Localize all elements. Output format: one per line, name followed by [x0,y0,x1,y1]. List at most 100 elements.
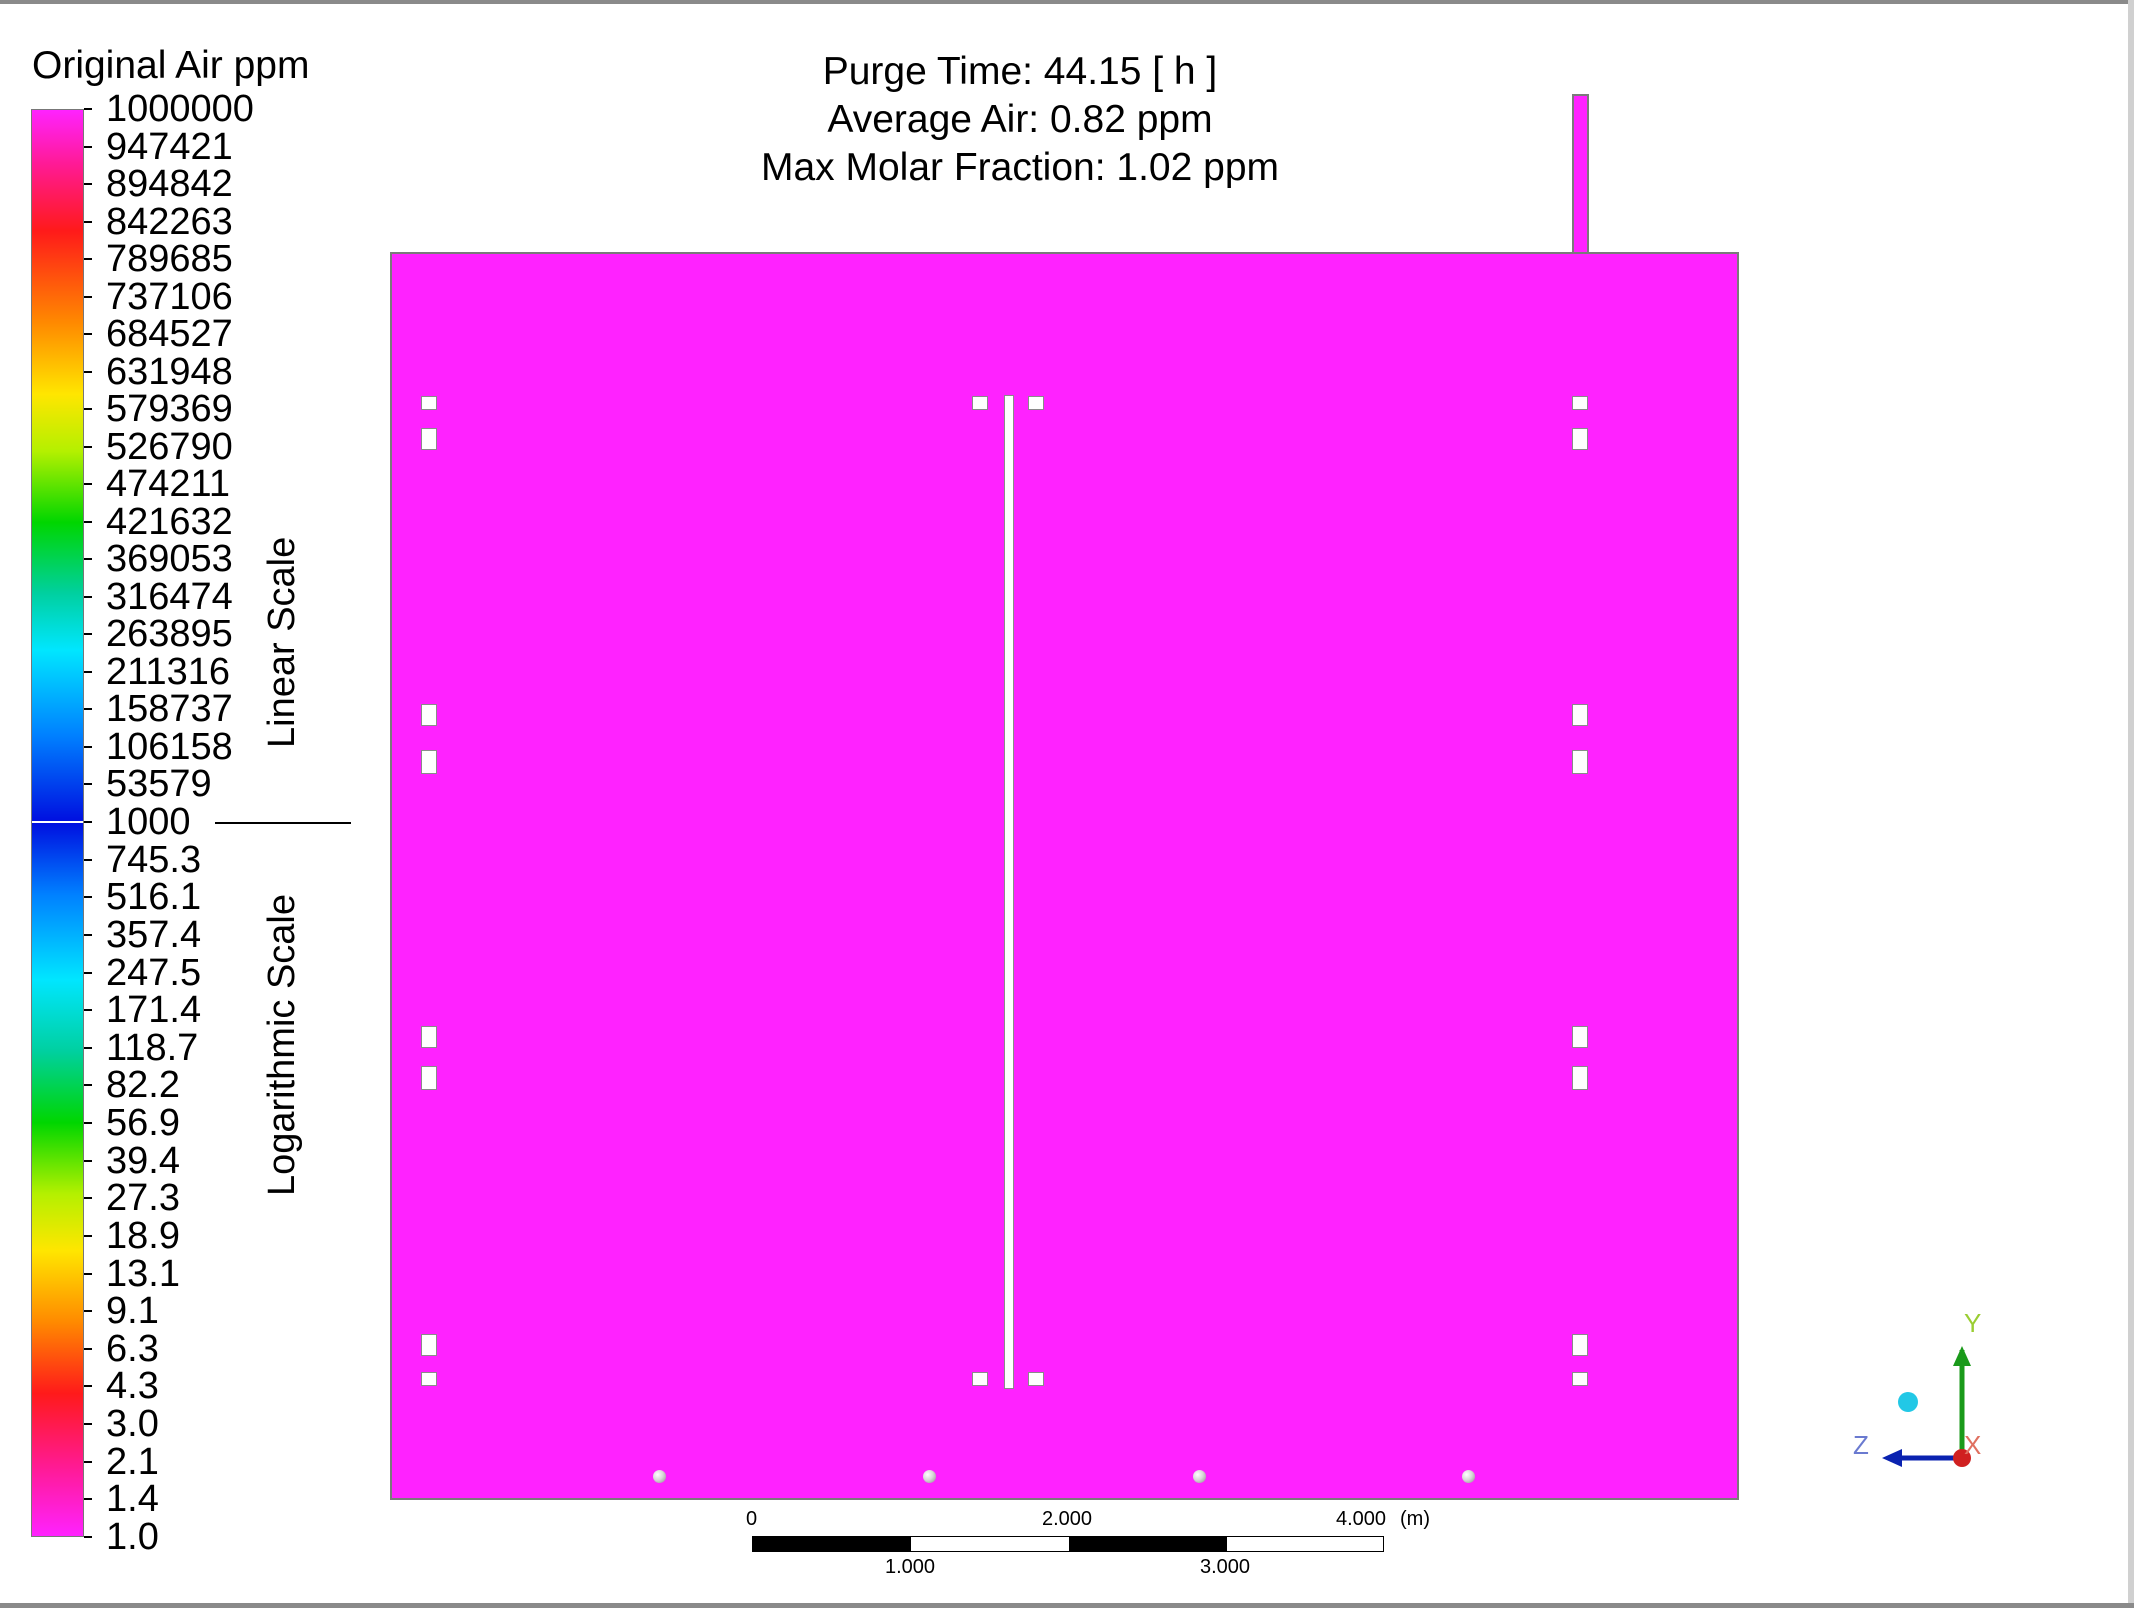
legend-tick-label: 516.1 [106,876,202,919]
legend-tick-mark [84,595,92,598]
legend-tick-label: 53579 [106,763,212,806]
legend-tick-label: 171.4 [106,989,202,1032]
z-axis-label: Z [1853,1430,1869,1460]
legend-tick-label: 842263 [106,200,233,243]
vent-opening [1572,428,1588,450]
y-axis-label: Y [1964,1308,1981,1338]
legend-tick-mark [84,258,92,261]
purge-time-text: Purge Time: 44.15 [ h ] [822,50,1218,93]
legend-tick-mark [84,933,92,936]
legend-tick-label: 579369 [106,388,233,431]
legend-tick-label: 6.3 [106,1327,159,1370]
window-right-border [2128,0,2134,1608]
legend-tick-mark [84,821,92,823]
legend-tick-label: 106158 [106,725,233,768]
outlet-duct [1572,94,1589,254]
legend-tick-label: 13.1 [106,1252,180,1295]
legend-tick-mark [84,145,92,148]
legend-tick-mark [84,670,92,673]
legend-tick-mark [84,1272,92,1275]
legend-tick-mark [84,558,92,561]
legend-tick-mark [84,783,92,786]
vent-opening [1572,1334,1588,1356]
scale-separator-line [215,822,351,824]
x-axis-dot [1953,1449,1971,1467]
contour-domain[interactable] [390,252,1739,1500]
vent-opening [1572,704,1588,726]
legend-tick-label: 39.4 [106,1139,180,1182]
legend-tick-mark [84,108,92,110]
legend-tick-label: 247.5 [106,951,202,994]
rotation-center-sphere [1898,1392,1918,1412]
legend-tick-label: 158737 [106,688,233,731]
legend-tick-label: 4.3 [106,1365,159,1408]
scale-label-0: 0 [746,1508,758,1530]
legend-tick-label: 421632 [106,500,233,543]
linear-color-gradient [32,110,83,821]
sensor-point [923,1470,936,1483]
scale-label-1000: 1.000 [885,1556,936,1578]
legend-tick-mark [84,708,92,711]
average-air-text: Average Air: 0.82 ppm [827,98,1213,141]
legend-tick-mark [84,1423,92,1426]
legend-tick-label: 789685 [106,238,233,281]
vent-opening [1028,1372,1044,1386]
sensor-point [653,1470,666,1483]
legend-tick-mark [84,295,92,298]
legend-tick-label: 947421 [106,125,233,168]
legend-tick-label: 2.1 [106,1440,159,1483]
scale-unit: (m) [1400,1508,1430,1530]
legend-tick-label: 357.4 [106,913,202,956]
vent-opening [421,396,437,410]
vent-opening [421,750,437,774]
scale-label-2000: 2.000 [1042,1508,1093,1530]
legend-tick-label: 1.4 [106,1478,159,1521]
legend-tick-mark [84,370,92,373]
legend-tick-mark [84,520,92,523]
scale-label-3000: 3.000 [1200,1556,1251,1578]
legend-tick-label: 118.7 [106,1026,199,1069]
legend-tick-mark [84,1347,92,1350]
vent-opening [972,1372,988,1386]
legend-tick-label: 474211 [106,463,230,506]
legend-tick-mark [84,1536,92,1538]
legend-tick-mark [84,1159,92,1162]
legend-tick-mark [84,1498,92,1501]
legend-tick-mark [84,745,92,748]
legend-tick-label: 684527 [106,313,233,356]
legend-title: Original Air ppm [32,44,310,87]
legend-tick-label: 263895 [106,613,233,656]
legend-tick-label: 369053 [106,538,233,581]
legend-tick-mark [84,333,92,336]
legend-tick-label: 27.3 [106,1177,180,1220]
logarithmic-scale-label: Logarithmic Scale [261,893,303,1197]
legend-tick-mark [84,1197,92,1200]
x-axis-label: X [1964,1430,1981,1460]
vent-opening [1572,750,1588,774]
legend-tick-label: 3.0 [106,1403,159,1446]
vent-opening [1028,396,1044,410]
legend-tick-label: 1000 [106,801,191,843]
legend-tick-mark [84,633,92,636]
window-top-border [0,0,2134,4]
vent-opening [421,704,437,726]
vent-opening [421,1066,437,1090]
legend-tick-mark [84,408,92,411]
legend-tick-mark [84,1460,92,1463]
center-partition [1004,395,1014,1389]
legend-tick-mark [84,1310,92,1313]
legend-tick-mark [84,858,92,861]
vent-opening [1572,396,1588,410]
vent-opening [1572,1372,1588,1386]
legend-tick-label: 316474 [106,575,233,618]
window-bottom-border [0,1603,2134,1608]
scale-split-line [32,821,83,823]
legend-tick-label: 211316 [106,650,230,693]
legend-tick-label: 1.0 [106,1516,159,1558]
legend-tick-mark [84,1084,92,1087]
legend-tick-mark [84,445,92,448]
legend-tick-label: 737106 [106,275,233,318]
axis-triad[interactable]: Y Z X [1820,1290,2000,1470]
linear-scale-label: Linear Scale [261,536,303,748]
legend-tick-label: 9.1 [106,1290,159,1333]
